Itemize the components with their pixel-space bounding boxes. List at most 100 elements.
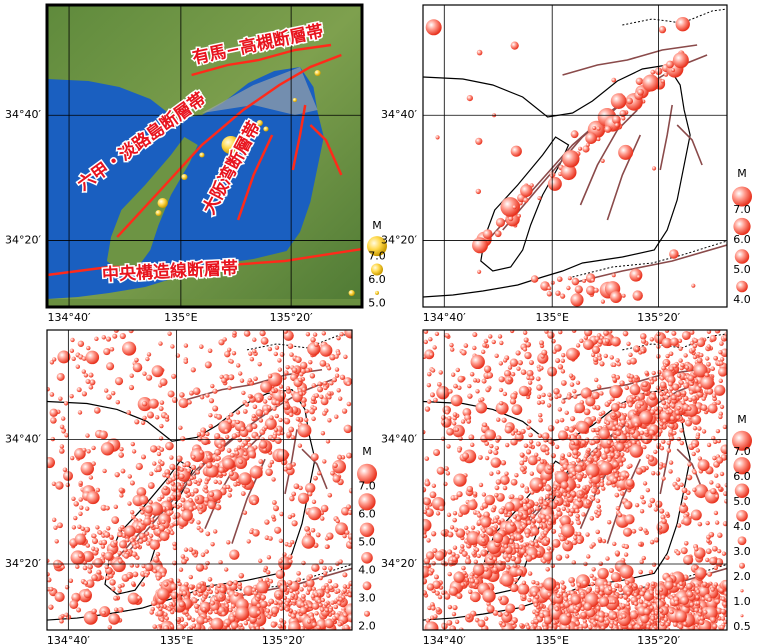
epicenter [320, 397, 329, 406]
epicenter [697, 459, 710, 472]
epicenter [653, 507, 659, 512]
epicenter [695, 435, 700, 440]
epicenter [77, 524, 82, 529]
epicenter [622, 527, 633, 537]
epicenter [592, 576, 597, 581]
epicenter [436, 381, 442, 387]
epicenter [431, 483, 437, 488]
epicenter [165, 441, 174, 451]
epicenter [199, 431, 206, 437]
epicenter [596, 384, 602, 390]
epicenter [169, 510, 174, 515]
epicenter [516, 430, 522, 436]
epicenter [199, 395, 205, 400]
epicenter [142, 415, 147, 421]
epicenter [633, 592, 638, 597]
epicenter [249, 465, 263, 479]
epicenter [495, 470, 501, 475]
epicenter [148, 533, 154, 539]
epicenter [128, 384, 135, 391]
epicenter [719, 404, 725, 410]
epicenter [301, 593, 306, 599]
epicenter [571, 277, 580, 286]
epicenter [86, 345, 91, 351]
epicenter [157, 587, 170, 601]
epicenter [484, 494, 496, 506]
epicenter [722, 601, 727, 607]
legend-label: 5.0 [733, 495, 751, 508]
epicenter [659, 391, 664, 397]
epicenter [260, 600, 268, 608]
epicenter [423, 487, 427, 493]
epicenter [176, 623, 185, 630]
epicenter [710, 616, 717, 623]
epicenter [509, 398, 517, 405]
epicenter [227, 347, 232, 352]
epicenter [560, 523, 575, 538]
epicenter [431, 531, 437, 537]
epicenter [205, 393, 210, 398]
epicenter [573, 531, 579, 537]
epicenter [663, 617, 668, 622]
epicenter [229, 615, 236, 622]
epicenter [582, 618, 588, 624]
epicenter [614, 550, 621, 556]
epicenter [185, 461, 191, 468]
epicenter [77, 340, 85, 347]
epicenter [584, 330, 593, 337]
epicenter [669, 415, 676, 421]
epicenter [705, 356, 710, 361]
epicenter [210, 600, 215, 606]
epicenter [187, 615, 192, 620]
epicenter [82, 565, 88, 571]
epicenter [157, 626, 162, 630]
epicenter [515, 533, 523, 541]
epicenter [560, 369, 566, 374]
epicenter [105, 336, 112, 342]
epicenter [156, 466, 162, 473]
epicenter [224, 603, 230, 608]
epicenter [263, 425, 268, 430]
epicenter [117, 588, 122, 593]
epicenter [223, 622, 228, 628]
epicenter [683, 554, 694, 566]
epicenter [597, 537, 603, 542]
epicenter [318, 575, 323, 581]
epicenter [95, 487, 101, 493]
epicenter [668, 409, 674, 414]
epicenter [537, 433, 543, 438]
epicenter [649, 605, 654, 610]
epicenter [706, 330, 712, 334]
epicenter [322, 571, 328, 576]
epicenter [709, 556, 718, 566]
epicenter [585, 396, 596, 407]
epicenter [289, 352, 294, 357]
epicenter [592, 405, 597, 410]
epicenter [255, 580, 269, 594]
epicenter [195, 563, 205, 572]
epicenter [51, 481, 57, 486]
epicenter [432, 345, 437, 350]
epicenter [555, 358, 561, 364]
epicenter [523, 457, 528, 463]
epicenter [510, 145, 522, 157]
epicenter [571, 560, 576, 565]
epicenter [568, 426, 575, 433]
epicenter [214, 589, 219, 594]
legend-label: 3.0 [733, 545, 751, 558]
epicenter [346, 504, 352, 510]
epicenter [453, 527, 459, 532]
epicenter [265, 608, 271, 614]
epicenter [569, 382, 575, 387]
epicenter [122, 341, 137, 356]
epicenter [279, 618, 284, 623]
epicenter [581, 512, 586, 517]
epicenter [237, 437, 243, 443]
epicenter [158, 406, 164, 412]
epicenter [528, 443, 533, 449]
epicenter [311, 563, 320, 572]
epicenter [322, 380, 328, 386]
epicenter [64, 612, 69, 617]
epicenter [106, 526, 111, 531]
epicenter [606, 520, 612, 525]
